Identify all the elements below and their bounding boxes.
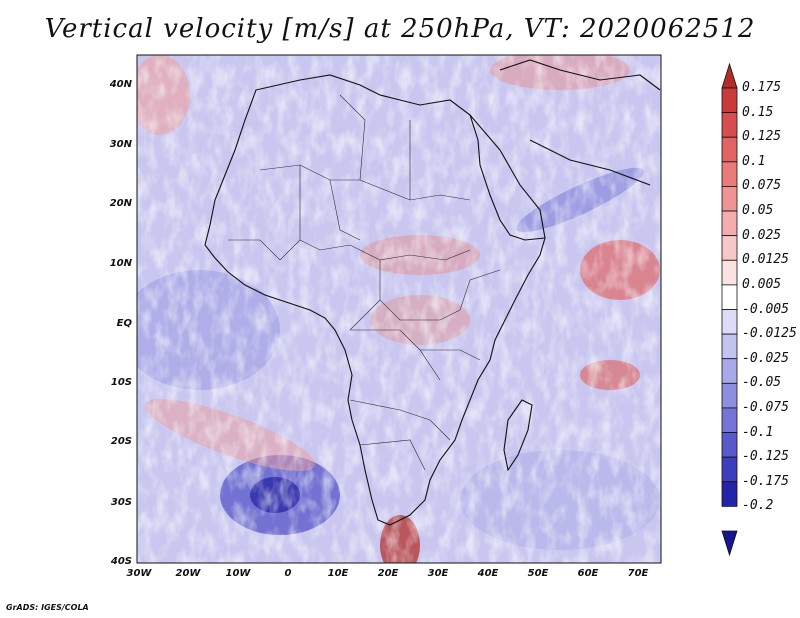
- colorbar-box: [721, 235, 738, 261]
- x-tick-40e: 40E: [477, 568, 499, 579]
- x-tick-30w: 30W: [126, 568, 152, 579]
- x-tick-20w: 20W: [175, 568, 201, 579]
- colorbar-level-label: -0.175: [742, 473, 789, 489]
- y-tick-10n: 10N: [109, 258, 132, 269]
- colorbar-level-label: 0.0125: [742, 252, 789, 268]
- x-tick-10e: 10E: [327, 568, 349, 579]
- colorbar-top-arrow: [721, 62, 738, 89]
- colorbar-level-label: 0.075: [742, 178, 782, 194]
- colorbar-box: [721, 432, 738, 458]
- colorbar-level-label: -0.125: [742, 449, 789, 465]
- x-tick-30e: 30E: [427, 568, 449, 579]
- x-tick-20e: 20E: [377, 568, 399, 579]
- colorbar-box: [721, 358, 738, 384]
- vertical-velocity-field: [137, 55, 661, 563]
- colorbar-level-label: 0.175: [742, 80, 782, 95]
- colorbar-level-label: -0.025: [742, 350, 789, 366]
- colorbar-level-label: 0.005: [742, 276, 782, 292]
- colorbar-level-label: -0.075: [742, 399, 789, 415]
- x-tick-50e: 50E: [527, 568, 549, 579]
- colorbar-level-label: -0.1: [742, 424, 774, 440]
- coastline: [204, 59, 661, 526]
- colorbar-box: [721, 210, 738, 237]
- y-tick-eq: EQ: [116, 318, 132, 329]
- colorbar-box: [721, 284, 738, 310]
- x-tick-60e: 60E: [577, 568, 599, 579]
- colorbar-box: [721, 407, 738, 433]
- x-tick-70e: 70E: [627, 568, 649, 579]
- x-tick-10w: 10W: [225, 568, 251, 579]
- grads-credit: GrADS: IGES/COLA: [6, 603, 89, 612]
- colorbar-bottom-arrow: [721, 530, 738, 557]
- colorbar-level-label: -0.005: [742, 301, 789, 317]
- y-tick-30s: 30S: [110, 497, 132, 508]
- colorbar-level-label: -0.0125: [742, 326, 797, 342]
- colorbar-level-label: 0.025: [742, 227, 782, 243]
- map-frame: [136, 54, 662, 564]
- colorbar-level-label: 0.125: [742, 129, 782, 145]
- y-tick-20s: 20S: [110, 436, 132, 447]
- colorbar-box: [721, 456, 738, 483]
- colorbar-box: [721, 259, 738, 286]
- colorbar-level-label: 0.1: [742, 153, 766, 169]
- colorbar-box: [721, 333, 738, 360]
- colorbar-level-label: 0.15: [742, 104, 774, 120]
- colorbar-box: [721, 481, 738, 507]
- chart-title: Vertical velocity [m/s] at 250hPa, VT: 2…: [44, 14, 756, 44]
- colorbar-box: [721, 309, 738, 335]
- x-tick-0: 0: [284, 568, 292, 579]
- y-tick-20n: 20N: [109, 198, 132, 209]
- colorbar-box: [721, 382, 738, 409]
- y-tick-40n: 40N: [109, 79, 132, 90]
- colorbar-box: [721, 186, 738, 212]
- colorbar-box: [721, 161, 738, 187]
- colorbar-box: [721, 112, 738, 138]
- colorbar-level-label: 0.05: [742, 203, 774, 219]
- country-borders: [228, 94, 501, 471]
- y-tick-10s: 10S: [110, 377, 132, 388]
- y-tick-40s: 40S: [110, 556, 132, 567]
- colorbar-box: [721, 136, 738, 163]
- y-tick-30n: 30N: [109, 139, 132, 150]
- colorbar-level-label: -0.2: [742, 498, 774, 514]
- colorbar-box: [721, 87, 738, 114]
- colorbar-level-label: -0.05: [742, 375, 782, 391]
